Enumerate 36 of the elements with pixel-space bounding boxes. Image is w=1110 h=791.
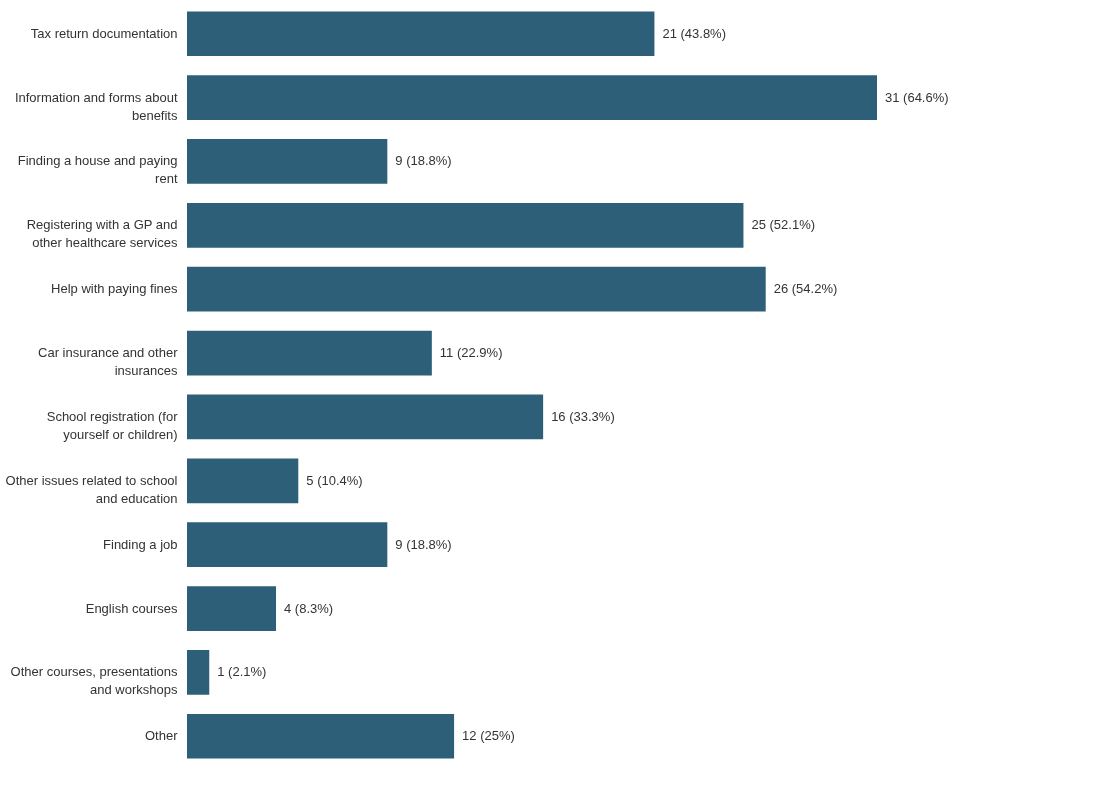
y-tick-label: Finding a job [103, 536, 178, 552]
data-label: 1 (2.1%) [217, 664, 267, 680]
y-tick-label: Other issues related to school and education [5, 472, 178, 506]
bar [187, 650, 210, 695]
y-tick-label: English courses [85, 600, 178, 616]
data-label: 11 (22.9%) [439, 345, 503, 361]
data-label: 4 (8.3%) [284, 600, 334, 616]
y-tick-label: Registering with a GP and other healthcare services [26, 217, 178, 251]
bar [187, 586, 277, 631]
bar [187, 330, 432, 376]
bar [187, 522, 388, 568]
bar [187, 394, 544, 440]
y-tick-label: Finding a house and paying rent [17, 153, 178, 187]
data-label: 5 (10.4%) [306, 472, 363, 488]
data-label: 26 (54.2%) [773, 281, 838, 297]
bar [187, 458, 299, 504]
bar [187, 11, 655, 57]
data-label: 9 (18.8%) [395, 536, 452, 552]
data-label: 21 (43.8%) [662, 25, 727, 41]
data-label: 9 (18.8%) [395, 153, 452, 169]
data-label: 12 (25%) [462, 728, 515, 744]
bar [187, 75, 877, 120]
y-tick-label: Information and forms about benefits [14, 89, 178, 123]
y-tick-label: School registration (for yourself or children) [46, 408, 179, 442]
data-label: 16 (33.3%) [551, 408, 615, 424]
bar [187, 266, 766, 312]
data-label: 25 (52.1%) [751, 217, 816, 233]
y-tick-label: Car insurance and other insurances [38, 345, 179, 379]
bar [187, 713, 455, 759]
bar [187, 139, 388, 184]
y-tick-label: Help with paying fines [51, 281, 178, 297]
y-tick-label: Other courses, presentations and workshops [10, 664, 178, 698]
data-label: 31 (64.6%) [885, 89, 949, 105]
bar [187, 202, 744, 248]
y-tick-label: Other [144, 728, 179, 744]
y-tick-label: Tax return documentation [30, 25, 178, 41]
